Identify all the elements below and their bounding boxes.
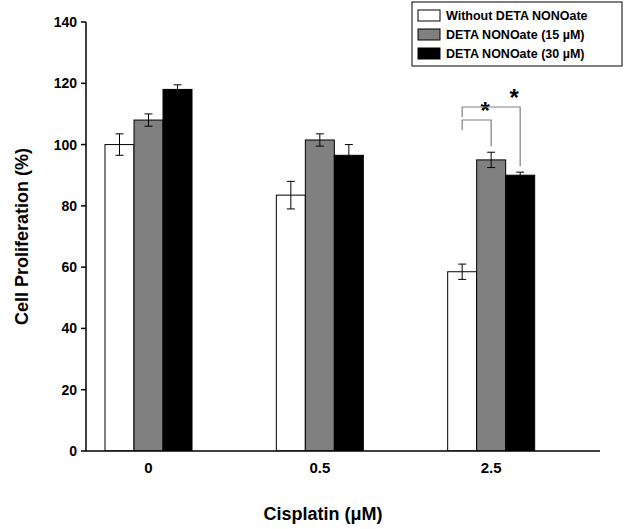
error-cap [516,178,524,179]
x-axis-line [86,450,600,452]
legend-label: Without DETA NONOate [446,9,588,23]
error-stem [148,114,149,126]
legend-label: DETA NONOate (30 µM) [446,47,584,61]
error-bar [174,85,182,94]
error-cap [345,166,353,167]
y-tick-label: 120 [54,75,78,91]
y-tick-label: 140 [54,14,78,30]
y-tick [81,450,86,452]
error-cap [174,84,182,85]
error-cap [116,155,124,156]
bracket-line [462,107,520,166]
error-stem [348,145,349,166]
y-tick-label: 40 [61,320,77,336]
error-cap [145,113,153,114]
legend-swatch [418,29,440,40]
y-axis-line [85,22,87,451]
error-cap [458,264,466,265]
y-axis-title: Cell Proliferation (%) [12,148,32,325]
bar [163,89,192,451]
significance-star: * [509,84,519,111]
x-axis-title: Cisplatin (μM) [263,504,382,524]
x-tick-label: 2.5 [481,459,502,476]
chart-svg: 0 20 40 60 80 100 120 140 0 0.5 2.5 Cisplatin (μM) C… [0,0,626,529]
error-cap [287,208,295,209]
error-stem [177,85,178,94]
error-stem [119,134,120,155]
error-cap [145,126,153,127]
y-tick [81,328,86,330]
error-cap [345,144,353,145]
error-cap [287,181,295,182]
error-cap [174,94,182,95]
x-tick-label: 0.5 [309,459,330,476]
significance-bracket [462,107,520,166]
bar [506,175,535,451]
y-tick [81,266,86,268]
error-bar [287,181,295,209]
y-tick [81,205,86,207]
y-tick-label: 100 [54,137,78,153]
chart-container: 0 20 40 60 80 100 120 140 0 0.5 2.5 Cisplatin (μM) C… [0,0,626,529]
y-tick-label: 60 [61,259,77,275]
error-stem [520,172,521,178]
y-tick-label: 0 [69,443,77,459]
bar [477,160,506,451]
error-cap [316,146,324,147]
error-bar [458,264,466,279]
error-cap [487,152,495,153]
error-bar [116,134,124,155]
legend: Without DETA NONOate DETA NONOate (15 µM)… [412,2,622,66]
y-tick-label: 80 [61,198,77,214]
error-bar [316,134,324,146]
error-cap [116,133,124,134]
error-stem [290,181,291,209]
error-cap [316,133,324,134]
error-bar [345,145,353,166]
bar [334,155,363,451]
error-bar [516,172,524,178]
error-cap [516,172,524,173]
error-cap [458,279,466,280]
bar [305,140,334,451]
legend-swatch [418,48,440,59]
legend-label: DETA NONOate (15 µM) [446,28,584,42]
error-cap [487,167,495,168]
y-tick [81,83,86,85]
bar [134,120,163,451]
error-stem [462,264,463,279]
bar [448,272,477,451]
bars [105,85,535,451]
y-tick [81,21,86,23]
y-tick-label: 20 [61,382,77,398]
significance-star: * [480,97,490,124]
legend-swatch [418,10,440,21]
bar [105,145,134,451]
error-stem [491,152,492,167]
bar [276,195,305,451]
x-tick-label: 0 [144,459,152,476]
error-bar [145,114,153,126]
y-tick [81,389,86,391]
error-bar [487,152,495,167]
y-tick [81,144,86,146]
legend-box [412,2,622,66]
error-stem [319,134,320,146]
